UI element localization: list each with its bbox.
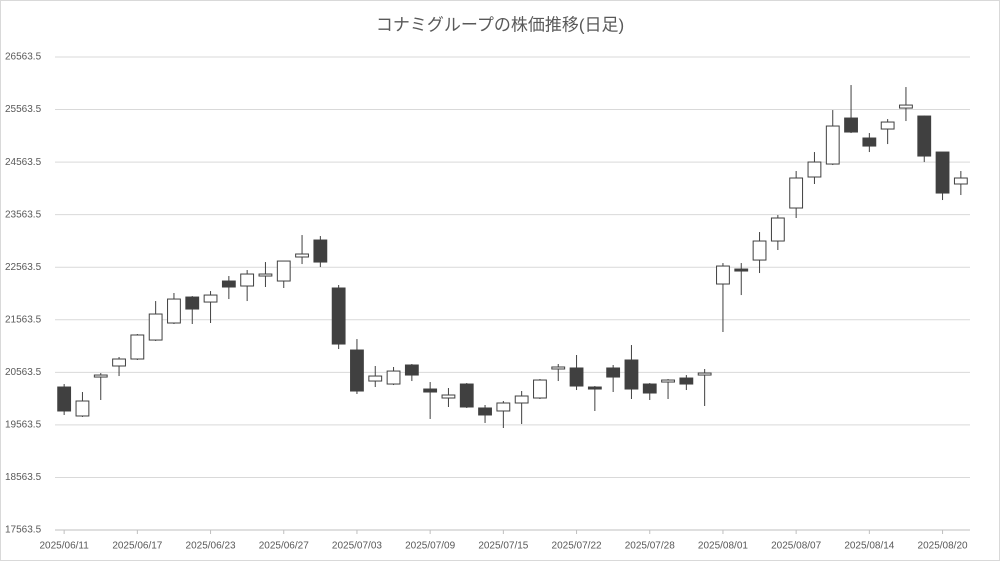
candle-body	[587, 386, 602, 390]
candle-body	[642, 383, 657, 394]
candle-body	[386, 370, 401, 385]
candle-body	[752, 240, 767, 261]
x-tick-label: 2025/06/11	[39, 541, 89, 552]
candle-body	[276, 260, 291, 282]
candle-body	[807, 161, 822, 178]
y-tick-label: 19563.5	[5, 420, 42, 431]
candle-body	[716, 265, 730, 285]
candle-body	[862, 137, 877, 147]
candle-body	[606, 367, 621, 378]
candle-body	[75, 400, 90, 417]
candle-body	[459, 383, 474, 408]
y-tick-label: 18563.5	[5, 472, 42, 483]
candle-body	[423, 388, 438, 393]
candle-body	[825, 125, 840, 165]
candle-body	[770, 217, 785, 242]
candle-body	[221, 280, 236, 288]
candle-body	[880, 121, 895, 130]
x-tick-label: 2025/08/07	[771, 541, 821, 552]
candle-body	[697, 372, 712, 376]
x-tick-label: 2025/07/28	[625, 541, 675, 552]
candle-body	[203, 294, 218, 303]
candle-body	[496, 402, 511, 412]
candle-body	[185, 296, 200, 310]
x-tick-label: 2025/08/01	[698, 541, 748, 552]
candle-body	[295, 253, 309, 258]
candle-body	[514, 395, 529, 404]
candle-body	[569, 367, 584, 387]
candle-body	[130, 334, 145, 360]
candle-body	[551, 366, 566, 370]
y-tick-label: 22563.5	[5, 262, 42, 273]
candle-body	[93, 374, 108, 378]
candle-body	[258, 273, 273, 277]
y-tick-label: 25563.5	[5, 104, 42, 115]
candle-body	[240, 273, 255, 287]
candle-body	[533, 379, 547, 399]
candle-body	[899, 104, 913, 109]
candle-body	[404, 364, 419, 376]
x-tick-label: 2025/06/23	[186, 541, 236, 552]
candle-body	[167, 298, 181, 324]
x-tick-label: 2025/06/17	[112, 541, 162, 552]
y-tick-label: 24563.5	[5, 157, 42, 168]
y-tick-label: 20563.5	[5, 367, 42, 378]
candle-body	[679, 377, 694, 385]
candle-body	[935, 151, 950, 194]
candle-body	[331, 287, 346, 345]
candle-body	[350, 349, 364, 392]
candle-body	[661, 379, 675, 383]
x-tick-label: 2025/07/22	[552, 541, 602, 552]
candle-body	[57, 386, 72, 412]
candle-body	[789, 177, 804, 209]
candle-body	[844, 117, 858, 133]
candle-body	[112, 358, 126, 367]
y-tick-label: 21563.5	[5, 314, 42, 325]
x-tick-label: 2025/06/27	[259, 541, 309, 552]
y-tick-label: 23563.5	[5, 209, 42, 220]
candle-body	[478, 407, 492, 416]
candle-body	[441, 394, 456, 399]
x-tick-label: 2025/07/03	[332, 541, 382, 552]
x-tick-label: 2025/07/09	[405, 541, 455, 552]
candle-body	[148, 313, 163, 341]
y-tick-label: 17563.5	[5, 525, 42, 536]
candle-body	[313, 239, 328, 263]
chart-title: コナミグループの株価推移(日足)	[376, 15, 624, 34]
y-tick-label: 26563.5	[5, 52, 42, 63]
x-tick-label: 2025/08/20	[918, 541, 968, 552]
x-tick-label: 2025/07/15	[478, 541, 528, 552]
candle-body	[734, 268, 749, 272]
candle-body	[953, 177, 968, 185]
x-tick-label: 2025/08/14	[844, 541, 894, 552]
candle-body	[917, 115, 932, 157]
candle-body	[624, 359, 639, 390]
candle-body	[368, 375, 383, 382]
